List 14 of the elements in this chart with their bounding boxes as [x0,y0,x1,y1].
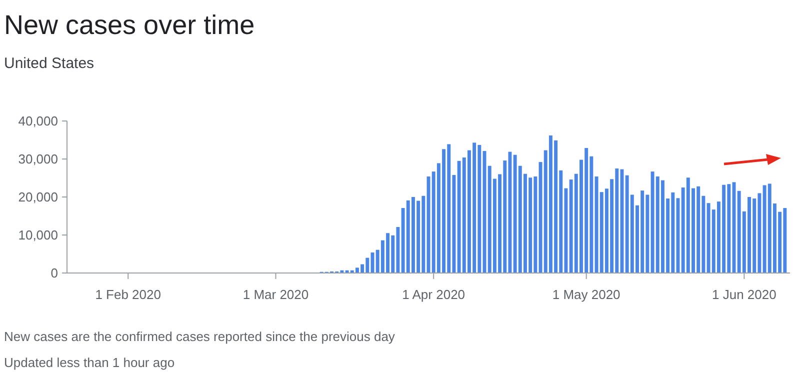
x-tick-label: 1 Mar 2020 [242,287,309,302]
x-tick-label: 1 May 2020 [552,287,620,302]
x-tick-label: 1 Feb 2020 [95,287,161,302]
y-tick-label: 30,000 [18,152,58,167]
chart-subtitle: United States [4,55,94,72]
chart-title: New cases over time [4,10,255,40]
y-tick-label: 20,000 [18,190,58,205]
y-tick-label: 40,000 [18,114,58,129]
y-tick-label: 10,000 [18,228,58,243]
x-tick-label: 1 Jun 2020 [712,287,776,302]
text: Updated less than 1 hour ago [4,355,175,370]
x-tick-label: 1 Apr 2020 [402,287,466,302]
y-tick-label: 0 [50,266,58,281]
text: New cases are the confirmed cases reported since the previous day [4,329,396,344]
